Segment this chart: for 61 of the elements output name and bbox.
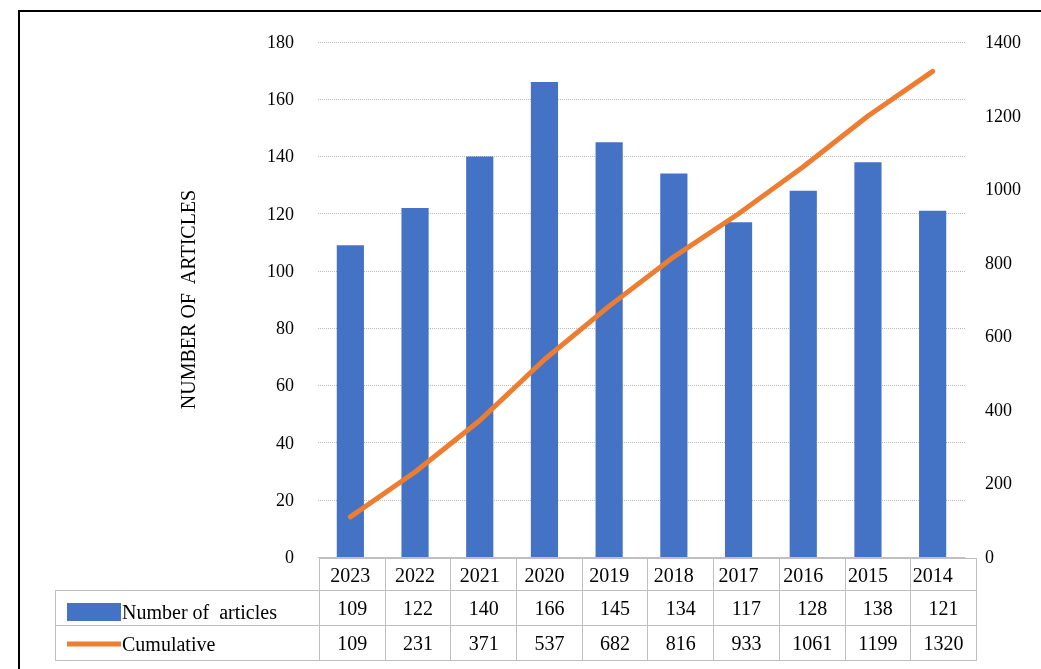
x-tick-label: 2022	[395, 564, 436, 586]
bar	[530, 82, 559, 557]
y-tick-label: 20	[276, 489, 294, 510]
data-label: 816	[647, 625, 714, 661]
data-label: 109	[319, 625, 386, 661]
y2-tick-label: 0	[985, 547, 994, 567]
x-tick-label: 2023	[330, 564, 371, 586]
data-label: 140	[450, 590, 517, 626]
data-label: 166	[516, 590, 583, 626]
y-tick-label: 60	[276, 375, 294, 396]
y2-tick-label: 400	[985, 399, 1012, 420]
y-tick-label: 100	[267, 260, 294, 281]
y-tick-label: 0	[285, 547, 294, 567]
data-label: 231	[385, 625, 451, 661]
legend-label: Number of articles	[122, 601, 278, 623]
x-tick-label: 2014	[912, 564, 953, 586]
y-tick-label: 160	[267, 89, 294, 110]
x-tick-label: 2016	[783, 564, 824, 586]
data-label: 1320	[910, 625, 977, 661]
y2-tick-label: 200	[985, 473, 1012, 494]
y-tick-label: 180	[267, 32, 294, 52]
x-tick-label: 2018	[653, 564, 694, 586]
bar	[401, 207, 429, 557]
bar	[854, 162, 882, 557]
data-label: 128	[779, 590, 845, 626]
y-tick-label: 120	[267, 203, 294, 224]
y2-tick-label: 1000	[985, 179, 1021, 200]
y-tick-label: 40	[276, 432, 294, 453]
y2-tick-label: 1400	[985, 32, 1021, 52]
bar	[919, 210, 947, 557]
data-label: 371	[450, 625, 517, 661]
data-label: 109	[319, 590, 386, 626]
data-label: 134	[647, 590, 714, 626]
y2-tick-label: 800	[985, 252, 1012, 273]
data-label: 933	[713, 625, 780, 661]
data-label: 121	[910, 590, 977, 626]
data-label: 138	[845, 590, 911, 626]
x-tick-label: 2019	[589, 564, 630, 586]
y-tick-label: 80	[276, 318, 294, 339]
bar	[660, 173, 688, 557]
x-tick-label: 2017	[718, 564, 759, 586]
bar	[595, 142, 623, 557]
bar	[724, 222, 753, 557]
y2-tick-label: 600	[985, 326, 1012, 347]
legend-label: Cumulative	[122, 633, 216, 655]
y-axis-title: NUMBER OF ARTICLES	[177, 189, 199, 410]
data-label: 117	[713, 590, 780, 626]
x-tick-label: 2015	[847, 564, 888, 586]
y-tick-label: 140	[267, 146, 294, 167]
x-tick-label: 2021	[459, 564, 500, 586]
data-label: 145	[582, 590, 648, 626]
data-label: 682	[582, 625, 648, 661]
data-label: 537	[516, 625, 583, 661]
bar	[336, 245, 364, 557]
y2-tick-label: 1200	[985, 105, 1021, 126]
x-tick-label: 2020	[524, 564, 565, 586]
bar	[789, 190, 817, 557]
data-label: 1061	[779, 625, 845, 661]
bar	[466, 156, 494, 557]
data-label: 1199	[845, 625, 911, 661]
data-label: 122	[385, 590, 451, 626]
